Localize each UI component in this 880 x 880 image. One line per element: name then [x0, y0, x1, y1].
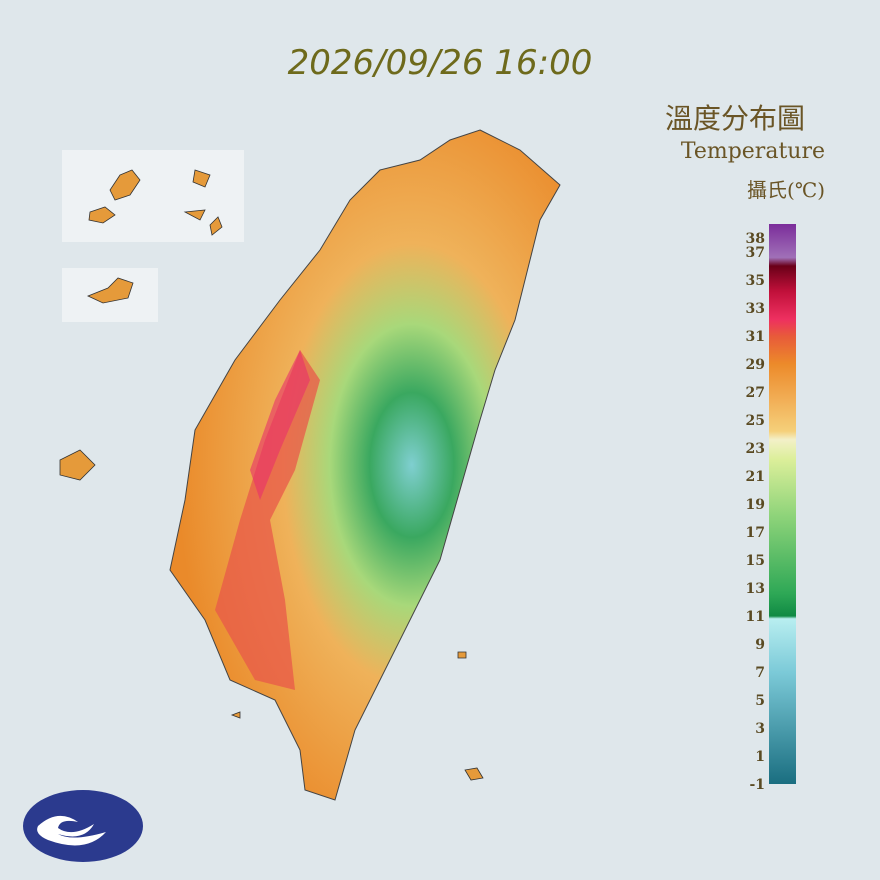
legend-label: 11: [746, 609, 765, 625]
timestamp: 2026/09/26 16:00: [288, 43, 593, 83]
legend-label: 23: [746, 441, 765, 457]
legend-label: 25: [746, 413, 765, 429]
legend-subtitle: Temperature: [681, 139, 825, 164]
hot-core: [250, 350, 310, 500]
legend-label: 27: [746, 385, 765, 401]
hot-area: [215, 350, 320, 690]
legend-label: 7: [755, 665, 765, 681]
legend-label: 5: [755, 693, 765, 709]
legend-unit: 攝氏(℃): [747, 178, 825, 202]
legend-label: 17: [746, 525, 765, 541]
legend-label: 21: [746, 469, 765, 485]
logo-mark: [37, 815, 106, 846]
legend-label: 9: [755, 637, 765, 653]
legend-label: 1: [755, 749, 765, 765]
legend-label: 13: [746, 581, 765, 597]
legend-label: 31: [746, 329, 765, 345]
color-scale: [769, 224, 796, 784]
islands: [59, 169, 484, 781]
legend-label: 35: [746, 273, 765, 289]
logo: [23, 790, 143, 862]
legend-label: 3: [755, 721, 765, 737]
legend-label: 33: [746, 301, 765, 317]
legend-label: 19: [746, 497, 765, 513]
legend-label: 38: [746, 231, 765, 247]
legend-label: -1: [749, 777, 765, 793]
legend-label: 29: [746, 357, 765, 373]
legend-title: 溫度分布圖: [665, 102, 805, 135]
legend-label: 15: [746, 553, 765, 569]
legend-label: 37: [746, 245, 765, 261]
